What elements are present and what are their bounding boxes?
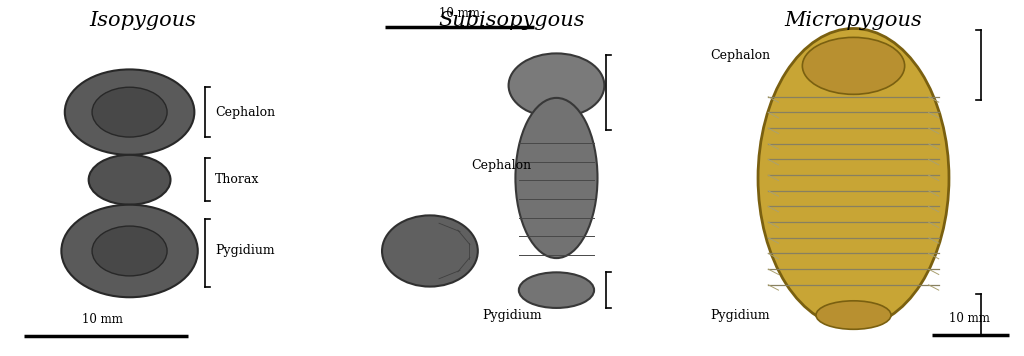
Ellipse shape [519, 272, 594, 308]
Ellipse shape [92, 226, 167, 276]
Ellipse shape [509, 53, 604, 117]
Text: 10 mm: 10 mm [949, 312, 990, 325]
Ellipse shape [803, 37, 904, 94]
Text: Isopygous: Isopygous [90, 11, 197, 30]
Text: Thorax: Thorax [215, 173, 259, 186]
Ellipse shape [758, 28, 949, 328]
Text: Pygidium: Pygidium [482, 309, 542, 321]
Text: 10 mm: 10 mm [438, 6, 479, 20]
Text: Pygidium: Pygidium [215, 245, 274, 257]
Ellipse shape [382, 215, 478, 287]
Ellipse shape [515, 98, 598, 258]
Text: Subisopygous: Subisopygous [438, 11, 586, 30]
Ellipse shape [92, 87, 167, 137]
Ellipse shape [89, 155, 170, 205]
Ellipse shape [65, 69, 195, 155]
Text: Pygidium: Pygidium [711, 309, 770, 321]
Text: Cephalon: Cephalon [711, 49, 770, 62]
Text: Micropygous: Micropygous [784, 11, 923, 30]
Ellipse shape [61, 205, 198, 297]
Ellipse shape [816, 301, 891, 329]
Text: 10 mm: 10 mm [82, 313, 123, 326]
Text: Cephalon: Cephalon [472, 159, 531, 172]
Text: Cephalon: Cephalon [215, 106, 275, 119]
